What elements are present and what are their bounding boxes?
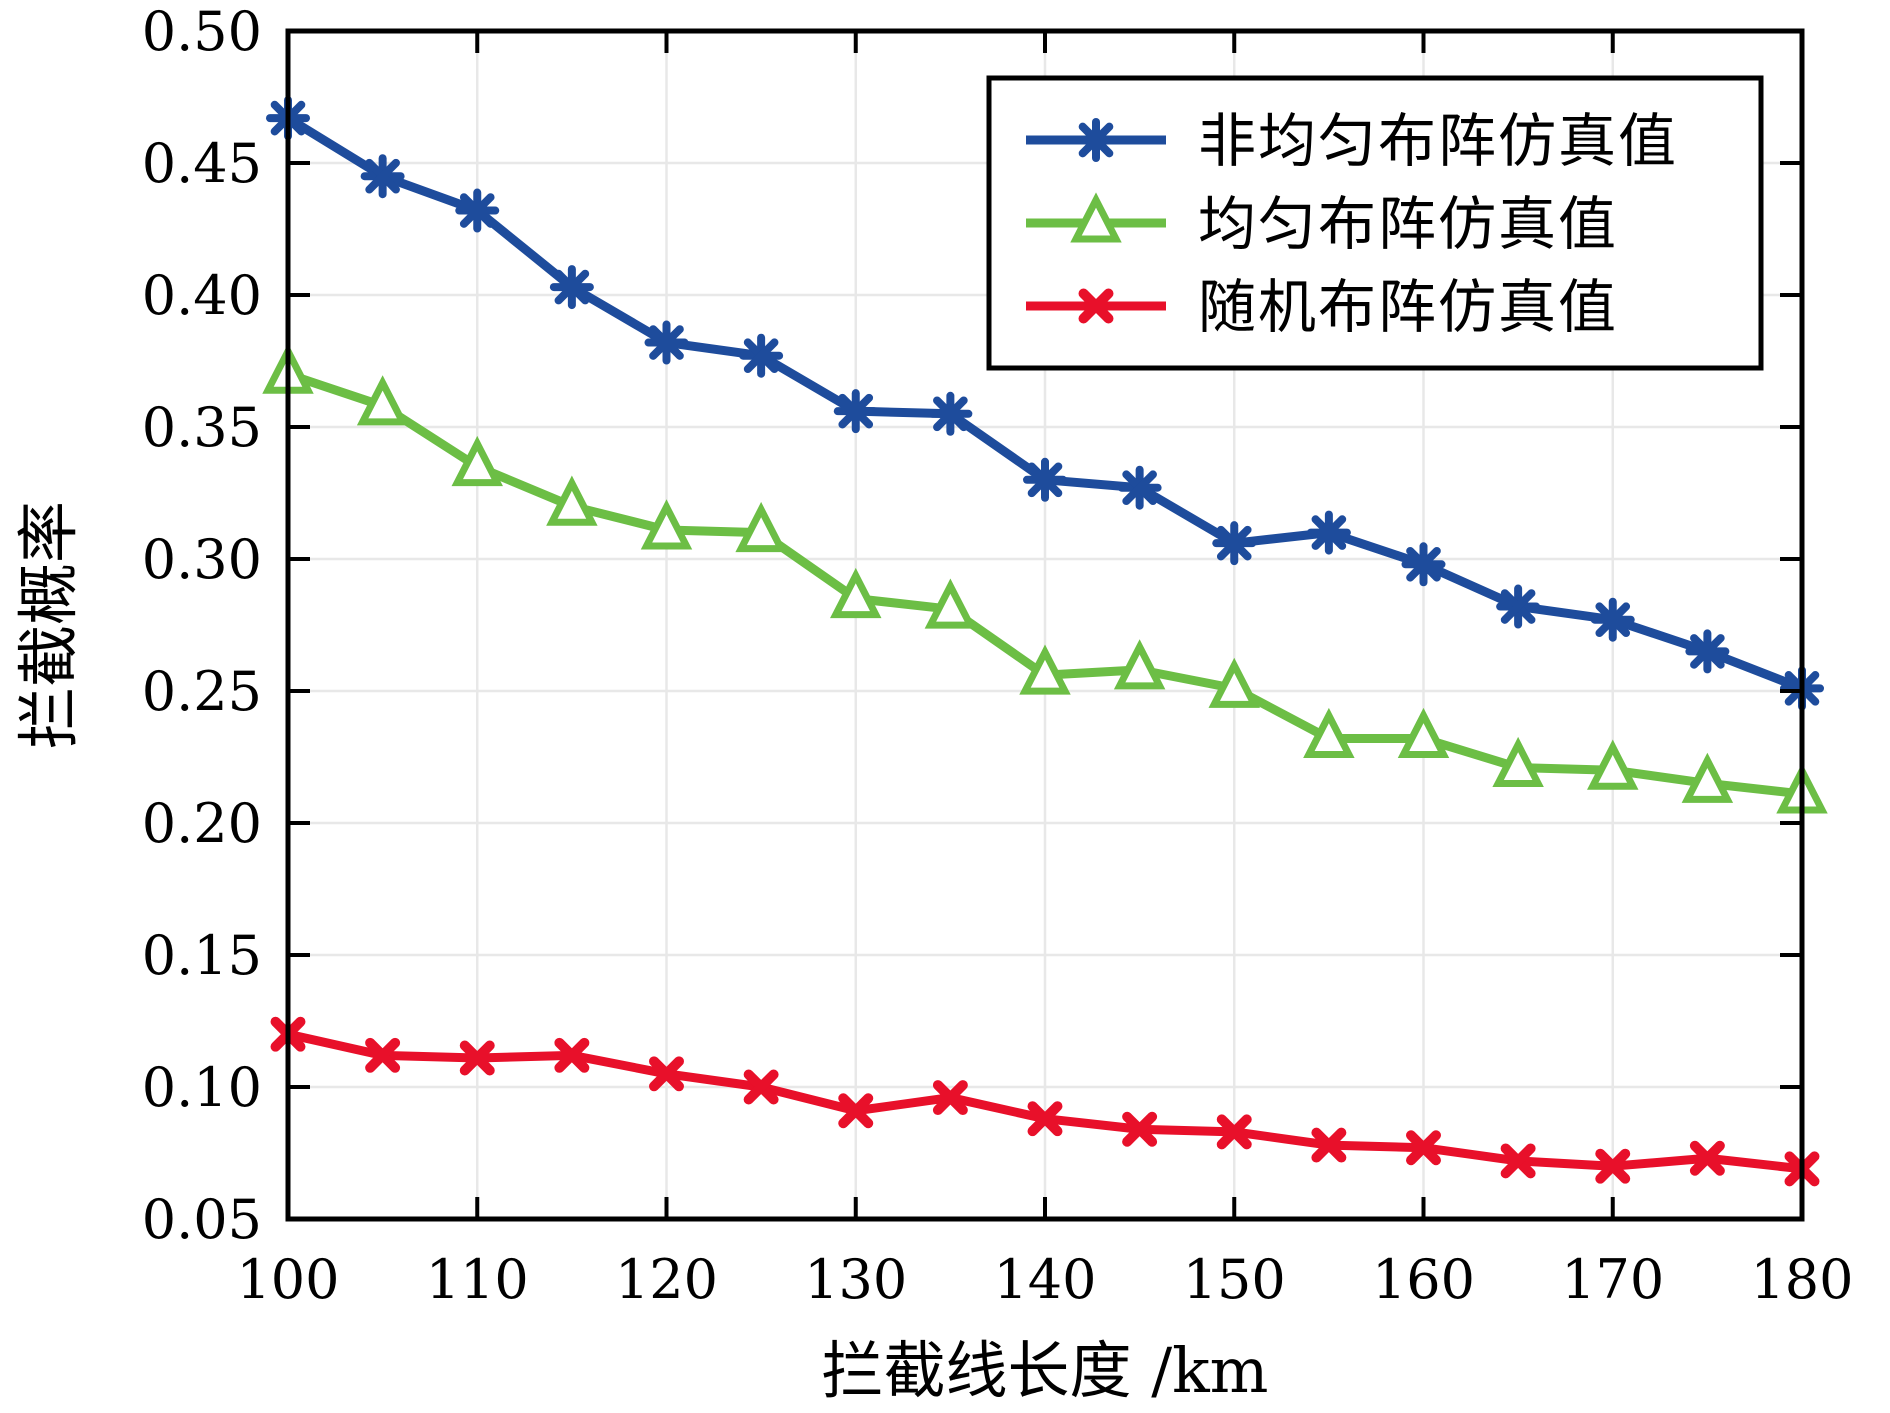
- series-2: [270, 1016, 1820, 1187]
- x-marker-icon: [1689, 1140, 1725, 1176]
- x-tick-label: 110: [426, 1248, 529, 1311]
- x-tick-label: 160: [1372, 1248, 1475, 1311]
- triangle-marker-icon: [451, 435, 503, 487]
- asterisk-marker-icon: [459, 193, 495, 228]
- x-marker-icon: [1026, 288, 1166, 324]
- triangle-marker-icon: [356, 375, 409, 426]
- asterisk-marker-icon: [1311, 515, 1347, 550]
- legend-label-nonuniform: 非均匀布阵仿真值: [1198, 107, 1678, 175]
- asterisk-marker-icon: [933, 396, 968, 432]
- triangle-marker-icon: [830, 567, 882, 619]
- x-marker-icon: [743, 1069, 779, 1105]
- x-marker-icon: [838, 1093, 874, 1129]
- y-tick-label: 0.30: [142, 528, 262, 591]
- y-tick-label: 0.50: [142, 0, 262, 63]
- x-tick-label: 180: [1750, 1248, 1853, 1311]
- triangle-marker-icon: [1026, 192, 1166, 243]
- triangle-marker-icon: [735, 501, 787, 553]
- asterisk-marker-icon: [1690, 634, 1725, 669]
- triangle-marker-icon: [546, 475, 598, 526]
- series-1: [262, 343, 1828, 814]
- asterisk-marker-icon: [838, 393, 874, 429]
- x-marker-icon: [1027, 1101, 1063, 1137]
- legend-item-random: 随机布阵仿真值: [1026, 273, 1618, 341]
- legend-label-random: 随机布阵仿真值: [1198, 273, 1618, 341]
- legend-item-nonuniform: 非均匀布阵仿真值: [1026, 107, 1678, 175]
- y-tick-label: 0.35: [142, 396, 262, 459]
- x-marker-icon: [459, 1040, 495, 1076]
- asterisk-marker-icon: [743, 338, 779, 374]
- y-tick-label: 0.15: [142, 924, 262, 987]
- x-tick-label: 130: [804, 1248, 907, 1311]
- x-axis-tick-labels: 100 110 120 130 140 150 160 170 180: [236, 1248, 1853, 1311]
- y-tick-label: 0.20: [142, 792, 262, 855]
- asterisk-marker-icon: [1078, 122, 1114, 158]
- x-marker-icon: [554, 1037, 590, 1073]
- x-marker-icon: [1122, 1111, 1158, 1147]
- x-marker-icon: [1311, 1127, 1347, 1163]
- y-tick-label: 0.45: [142, 132, 262, 195]
- asterisk-marker-icon: [1027, 462, 1063, 498]
- y-axis-title: 拦截概率: [12, 501, 85, 749]
- triangle-marker-icon: [1208, 657, 1260, 708]
- asterisk-marker-icon: [1500, 589, 1536, 624]
- triangle-marker-icon: [640, 499, 693, 550]
- y-axis-tick-labels: 0.05 0.10 0.15 0.20 0.25 0.30 0.35 0.40 0.45 0.50: [142, 0, 262, 1251]
- triangle-marker-icon: [1397, 707, 1450, 759]
- triangle-marker-icon: [1681, 752, 1734, 803]
- asterisk-marker-icon: [649, 325, 684, 360]
- legend-border: [986, 75, 1764, 371]
- x-marker-icon: [1595, 1148, 1631, 1184]
- asterisk-marker-icon: [1216, 525, 1252, 561]
- asterisk-marker-icon: [1595, 602, 1631, 638]
- series-layer: [262, 96, 1828, 1187]
- x-marker-icon: [1406, 1130, 1441, 1166]
- y-tick-label: 0.40: [142, 264, 262, 327]
- x-tick-label: 100: [236, 1248, 339, 1311]
- triangle-marker-icon: [1303, 707, 1355, 759]
- y-tick-label: 0.10: [142, 1056, 262, 1119]
- x-marker-icon: [649, 1056, 684, 1092]
- asterisk-marker-icon: [554, 269, 590, 305]
- y-tick-label: 0.05: [142, 1188, 262, 1251]
- tick-marks: [286, 29, 1804, 1221]
- triangle-marker-icon: [1019, 644, 1071, 695]
- x-marker-icon: [1216, 1114, 1252, 1150]
- legend: 非均匀布阵仿真值 均匀布阵仿真值 随机布阵仿真值: [986, 75, 1764, 371]
- x-axis-title: 拦截线长度 /km: [822, 1334, 1269, 1407]
- asterisk-marker-icon: [365, 158, 400, 194]
- asterisk-marker-icon: [1406, 546, 1441, 582]
- triangle-marker-icon: [1113, 639, 1166, 690]
- triangle-marker-icon: [1492, 736, 1544, 788]
- y-tick-label: 0.25: [142, 660, 262, 723]
- x-tick-label: 120: [615, 1248, 718, 1311]
- triangle-marker-icon: [1070, 192, 1122, 243]
- x-marker-icon: [932, 1080, 968, 1116]
- x-tick-label: 170: [1561, 1248, 1664, 1311]
- x-marker-icon: [1078, 288, 1114, 324]
- x-marker-icon: [365, 1037, 401, 1073]
- asterisk-marker-icon: [1026, 118, 1166, 162]
- triangle-marker-icon: [1587, 739, 1639, 790]
- x-marker-icon: [1500, 1143, 1536, 1179]
- x-tick-label: 150: [1183, 1248, 1286, 1311]
- legend-item-uniform: 均匀布阵仿真值: [1026, 190, 1618, 258]
- legend-label-uniform: 均匀布阵仿真值: [1198, 190, 1618, 258]
- asterisk-marker-icon: [1122, 470, 1157, 506]
- x-tick-label: 140: [993, 1248, 1096, 1311]
- triangle-marker-icon: [924, 578, 977, 629]
